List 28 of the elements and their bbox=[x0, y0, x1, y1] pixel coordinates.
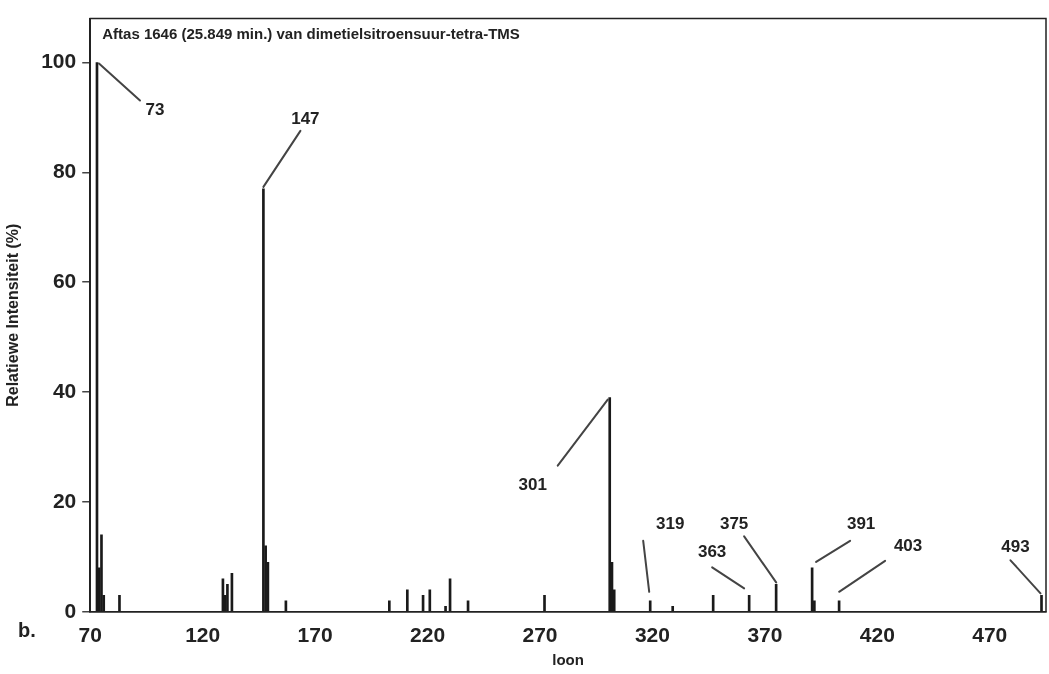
annotation: 363 bbox=[697, 542, 727, 562]
annotation: 147 bbox=[291, 108, 320, 128]
x-tick-label: 270 bbox=[522, 623, 558, 647]
annotation: 391 bbox=[846, 513, 876, 533]
annotation: 375 bbox=[719, 514, 749, 534]
x-tick-label: 170 bbox=[297, 623, 333, 647]
x-tick-label: 320 bbox=[634, 623, 670, 647]
x-tick-label: 420 bbox=[859, 623, 895, 647]
annotation: 319 bbox=[656, 513, 685, 533]
x-tick-label: 370 bbox=[747, 623, 783, 647]
annotation: 301 bbox=[518, 475, 547, 495]
x-tick-label: 220 bbox=[410, 623, 446, 647]
y-tick-label: 60 bbox=[52, 269, 77, 293]
y-tick-label: 20 bbox=[52, 488, 77, 512]
x-tick-label: 120 bbox=[185, 623, 221, 647]
x-axis-title: loon bbox=[552, 651, 584, 669]
x-tick-label: 470 bbox=[972, 623, 1008, 647]
y-tick-label: 40 bbox=[52, 378, 77, 402]
y-axis-title: Relatiewe Intensiteit (%) bbox=[4, 223, 22, 407]
annotation: 73 bbox=[145, 100, 165, 120]
text: b. bbox=[18, 619, 36, 642]
y-tick-label: 0 bbox=[64, 598, 77, 622]
y-tick-label: 80 bbox=[52, 159, 77, 183]
annotation: 493 bbox=[1001, 537, 1030, 557]
x-tick-label: 70 bbox=[78, 623, 102, 647]
chart-title: Aftas 1646 (25.849 min.) van dimetielsitroensuur-tetra-TMS bbox=[102, 24, 520, 42]
annotation: 403 bbox=[893, 535, 923, 555]
y-tick-label: 100 bbox=[41, 49, 77, 73]
